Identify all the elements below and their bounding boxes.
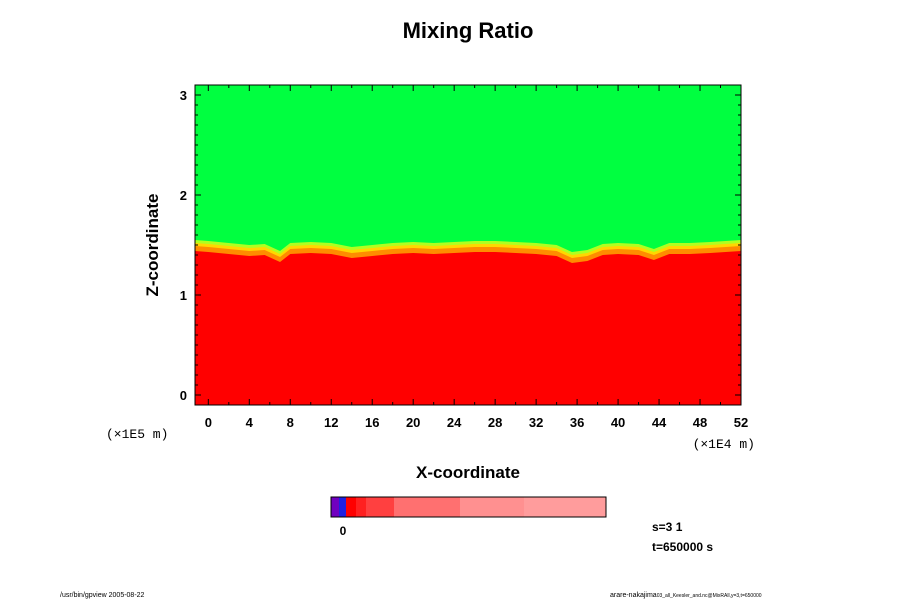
chart-title: Mixing Ratio: [403, 18, 534, 43]
x-tick-label: 16: [365, 415, 379, 430]
x-tick-label: 32: [529, 415, 543, 430]
y-tick-label: 0: [180, 388, 187, 403]
colorbar: [330, 496, 607, 518]
x-tick-label: 4: [246, 415, 254, 430]
colorbar-tick-label: 0: [340, 524, 347, 538]
plot-area: [194, 84, 742, 406]
x-tick-label: 48: [693, 415, 707, 430]
x-axis-label: X-coordinate: [416, 463, 520, 482]
footer-left: /usr/bin/gpview 2005-08-22: [60, 592, 145, 599]
x-tick-label: 12: [324, 415, 338, 430]
y-tick-label: 1: [180, 288, 187, 303]
y-axis-label: Z-coordinate: [143, 194, 162, 297]
x-tick-label: 52: [734, 415, 748, 430]
x-tick-label: 20: [406, 415, 420, 430]
x-tick-label: 44: [652, 415, 667, 430]
x-tick-label: 40: [611, 415, 625, 430]
y-tick-label: 3: [180, 88, 187, 103]
colorbar-segment: [524, 497, 606, 517]
t-label: t=650000 s: [652, 540, 713, 554]
colorbar-frame: [330, 496, 607, 518]
footer-right: arare-nakajima03_all_Keesler_and.nc@MixR…: [610, 592, 762, 599]
lower-red-fill: [195, 251, 741, 405]
x-tick-label: 8: [287, 415, 294, 430]
colorbar-segment: [460, 497, 524, 517]
colorbar-segment: [394, 497, 460, 517]
y-tick-label: 2: [180, 188, 187, 203]
colorbar-segment: [339, 497, 346, 517]
s-label: s=3 1: [652, 520, 683, 534]
x-scale-label: (×1E4 m): [693, 437, 755, 452]
x-tick-label: 36: [570, 415, 584, 430]
x-tick-label: 28: [488, 415, 502, 430]
x-tick-label: 24: [447, 415, 462, 430]
colorbar-segment: [331, 497, 339, 517]
x-tick-label: 0: [205, 415, 212, 430]
colorbar-segment: [356, 497, 366, 517]
colorbar-segment: [346, 497, 356, 517]
footer-right-main: arare-nakajima: [610, 592, 657, 599]
y-scale-label: (×1E5 m): [106, 427, 168, 442]
x-axis-ticks: 0 4 8 12 16 20 24 28 32 36 40 44 48 52: [205, 85, 748, 430]
y-axis-ticks: 0 1 2 3: [180, 88, 741, 403]
colorbar-segment: [366, 497, 394, 517]
footer-right-sub: 03_all_Keesler_and.nc@MixRAll,y=3,t=6500…: [657, 593, 762, 599]
